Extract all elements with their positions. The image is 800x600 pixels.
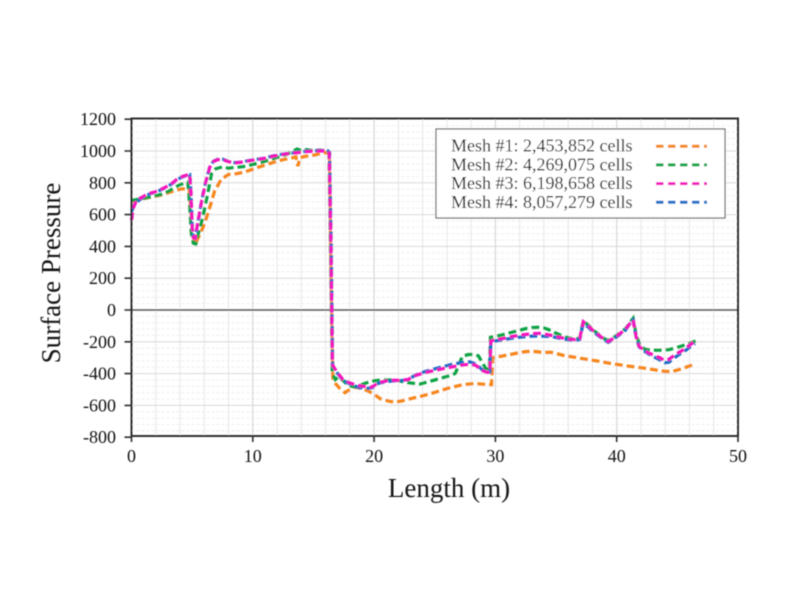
svg-text:30: 30 <box>486 446 504 466</box>
svg-text:400: 400 <box>89 236 116 256</box>
svg-text:-800: -800 <box>83 427 116 447</box>
svg-text:Surface Pressure: Surface Pressure <box>36 183 66 364</box>
svg-text:-200: -200 <box>83 332 116 352</box>
svg-text:10: 10 <box>244 446 262 466</box>
svg-text:0: 0 <box>107 300 116 320</box>
svg-text:600: 600 <box>89 205 116 225</box>
svg-text:Length (m): Length (m) <box>388 473 510 503</box>
svg-text:Mesh #3: 6,198,658 cells: Mesh #3: 6,198,658 cells <box>451 173 633 193</box>
svg-text:50: 50 <box>729 446 747 466</box>
svg-text:200: 200 <box>89 268 116 288</box>
svg-text:-600: -600 <box>83 395 116 415</box>
svg-text:0: 0 <box>127 446 136 466</box>
svg-text:Mesh #1: 2,453,852 cells: Mesh #1: 2,453,852 cells <box>451 136 633 156</box>
svg-text:Mesh #2: 4,269,075 cells: Mesh #2: 4,269,075 cells <box>451 154 633 174</box>
svg-text:Mesh #4: 8,057,279 cells: Mesh #4: 8,057,279 cells <box>451 192 633 212</box>
svg-text:20: 20 <box>365 446 383 466</box>
svg-text:1200: 1200 <box>80 109 116 129</box>
svg-text:1000: 1000 <box>80 141 116 161</box>
svg-text:800: 800 <box>89 173 116 193</box>
svg-text:40: 40 <box>608 446 626 466</box>
svg-text:-400: -400 <box>83 364 116 384</box>
